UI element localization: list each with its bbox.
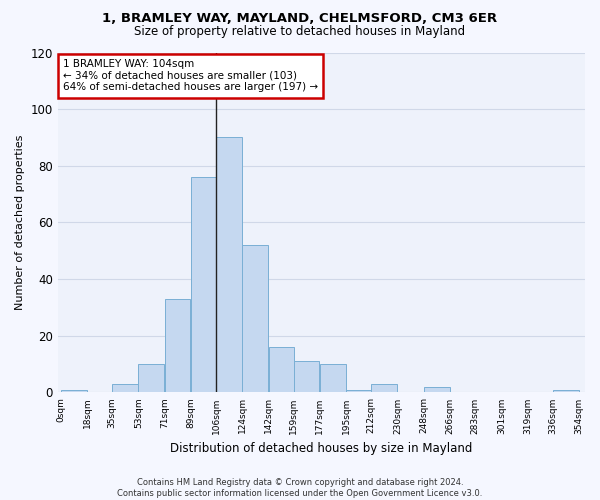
- Bar: [112, 384, 138, 392]
- Bar: [294, 362, 319, 392]
- Text: Contains HM Land Registry data © Crown copyright and database right 2024.
Contai: Contains HM Land Registry data © Crown c…: [118, 478, 482, 498]
- Text: 1, BRAMLEY WAY, MAYLAND, CHELMSFORD, CM3 6ER: 1, BRAMLEY WAY, MAYLAND, CHELMSFORD, CM3…: [103, 12, 497, 26]
- Bar: [424, 387, 450, 392]
- Bar: [242, 245, 268, 392]
- Bar: [61, 390, 86, 392]
- Bar: [346, 390, 372, 392]
- Bar: [191, 177, 217, 392]
- Bar: [165, 299, 190, 392]
- Bar: [139, 364, 164, 392]
- Bar: [371, 384, 397, 392]
- Text: Size of property relative to detached houses in Mayland: Size of property relative to detached ho…: [134, 25, 466, 38]
- Y-axis label: Number of detached properties: Number of detached properties: [15, 135, 25, 310]
- X-axis label: Distribution of detached houses by size in Mayland: Distribution of detached houses by size …: [170, 442, 473, 455]
- Bar: [269, 347, 295, 393]
- Bar: [553, 390, 578, 392]
- Bar: [216, 138, 242, 392]
- Bar: [320, 364, 346, 392]
- Text: 1 BRAMLEY WAY: 104sqm
← 34% of detached houses are smaller (103)
64% of semi-det: 1 BRAMLEY WAY: 104sqm ← 34% of detached …: [63, 60, 318, 92]
